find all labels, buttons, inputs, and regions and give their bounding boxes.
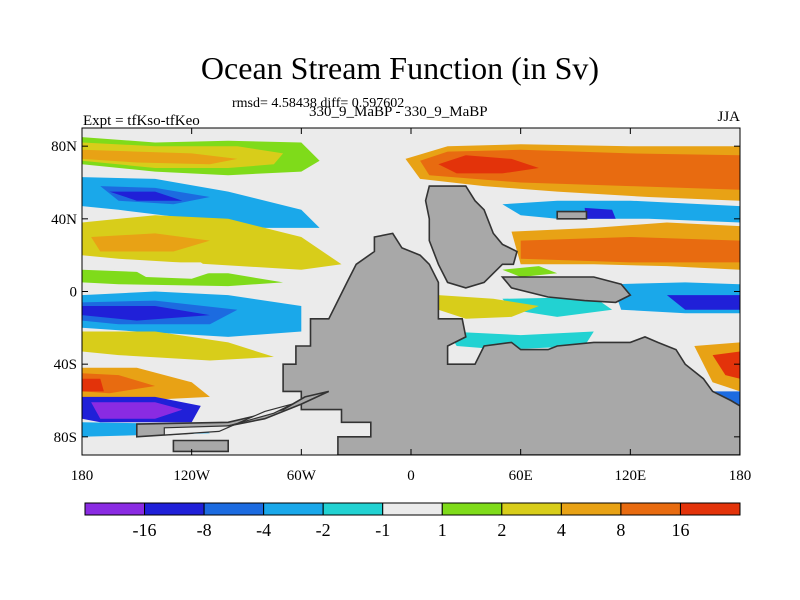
colorbar-label: 2 bbox=[497, 520, 506, 540]
season-label: JJA bbox=[717, 109, 740, 125]
x-tick-label: 0 bbox=[407, 468, 415, 484]
colorbar-label: -8 bbox=[197, 520, 212, 540]
colorbar-label: 4 bbox=[557, 520, 566, 540]
contour-band bbox=[82, 331, 274, 361]
x-tick-label: 120W bbox=[173, 468, 211, 484]
contour-band bbox=[712, 351, 740, 379]
colorbar-label: 1 bbox=[438, 520, 447, 540]
contour-band bbox=[520, 237, 740, 263]
colorbar-label: -2 bbox=[316, 520, 331, 540]
x-tick-label: 180 bbox=[71, 468, 94, 484]
land-outline bbox=[163, 403, 293, 436]
stats-label: rmsd= 4.58438 diff= 0.597602 bbox=[232, 96, 405, 111]
contour-band bbox=[133, 262, 214, 279]
colorbar-swatch bbox=[263, 502, 324, 516]
colorbar-swatch bbox=[501, 502, 562, 516]
center-label: 330_9_MaBP - 330_9_MaBP bbox=[309, 104, 488, 120]
colorbar-swatch bbox=[620, 502, 681, 516]
colorbar-label: -4 bbox=[256, 520, 271, 540]
colorbar-swatch bbox=[203, 502, 265, 516]
colorbar-swatch bbox=[382, 502, 443, 516]
colorbar-swatch bbox=[84, 502, 146, 516]
contour-band bbox=[91, 402, 183, 419]
land-mask bbox=[282, 232, 740, 455]
experiment-label: Expt = tfKso-tfKeo bbox=[83, 113, 200, 129]
y-tick-label: 0 bbox=[70, 285, 78, 301]
colorbar-label: -1 bbox=[375, 520, 390, 540]
land-mask bbox=[500, 276, 632, 304]
contour-band bbox=[502, 266, 558, 277]
colorbar-label: 8 bbox=[616, 520, 625, 540]
land-mask bbox=[172, 439, 229, 453]
contour-band bbox=[666, 295, 740, 310]
contour-band bbox=[447, 331, 594, 350]
colorbar-swatch bbox=[560, 502, 622, 516]
contour-band bbox=[438, 155, 539, 174]
colorbar-swatch bbox=[441, 502, 503, 516]
x-tick-label: 60W bbox=[287, 468, 317, 484]
y-tick-label: 80S bbox=[54, 430, 77, 446]
colorbar-swatch bbox=[144, 502, 205, 516]
contour-bands bbox=[82, 137, 740, 437]
contour-band bbox=[91, 233, 210, 252]
contour-band bbox=[109, 191, 183, 201]
colorbar-swatch bbox=[322, 502, 384, 516]
colorbar-label: 16 bbox=[671, 520, 689, 540]
colorbar-swatch bbox=[679, 502, 741, 516]
contour-band bbox=[82, 378, 104, 392]
y-tick-label: 40S bbox=[54, 357, 77, 373]
colorbar: -16 -8 -4 -2 -1 1 2 4 8 16 bbox=[84, 502, 741, 540]
colorbar-label: -16 bbox=[133, 520, 157, 540]
contour-band bbox=[82, 306, 210, 321]
contour-band bbox=[584, 207, 616, 219]
land-mask bbox=[556, 210, 588, 220]
contour-band bbox=[502, 297, 613, 317]
contour-band bbox=[82, 215, 342, 270]
y-tick-label: 40N bbox=[51, 212, 77, 228]
contour-band bbox=[82, 149, 238, 165]
x-axis: 180 120W 60W 0 60E 120E 180 bbox=[71, 128, 752, 484]
x-tick-label: 120E bbox=[614, 468, 646, 484]
land-mask bbox=[424, 185, 518, 289]
y-tick-label: 80N bbox=[51, 139, 77, 155]
x-tick-label: 60E bbox=[509, 468, 533, 484]
y-axis: 80N 40N 0 40S 80S bbox=[51, 139, 740, 446]
contour-band bbox=[438, 295, 539, 319]
chart-title: Ocean Stream Function (in Sv) bbox=[200, 50, 600, 86]
land-masks bbox=[136, 185, 740, 455]
x-tick-label: 180 bbox=[729, 468, 752, 484]
